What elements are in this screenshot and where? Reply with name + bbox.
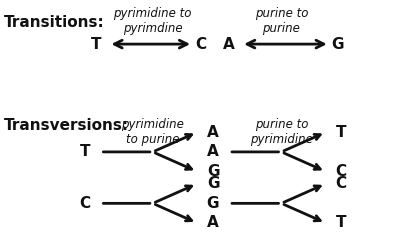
Text: G: G — [330, 37, 343, 52]
Text: T: T — [335, 215, 345, 231]
Text: A: A — [207, 215, 218, 231]
Text: pyrimidine to
pyrimdine: pyrimidine to pyrimdine — [113, 7, 192, 35]
Text: T: T — [80, 144, 90, 159]
Text: G: G — [207, 176, 219, 191]
Text: A: A — [207, 125, 218, 140]
Text: A: A — [223, 37, 235, 52]
Text: T: T — [335, 125, 345, 140]
Text: Transversions:: Transversions: — [4, 118, 129, 133]
Text: A: A — [207, 144, 219, 159]
Text: purine to
pyrimidine: purine to pyrimidine — [249, 118, 312, 146]
Text: G: G — [206, 196, 219, 211]
Text: C: C — [335, 164, 346, 179]
Text: Transitions:: Transitions: — [4, 15, 105, 30]
Text: purine to
purine: purine to purine — [254, 7, 308, 35]
Text: C: C — [195, 37, 206, 52]
Text: T: T — [91, 37, 101, 52]
Text: pyrimidine
to purine: pyrimidine to purine — [121, 118, 184, 146]
Text: G: G — [207, 164, 219, 179]
Text: C: C — [79, 196, 90, 211]
Text: C: C — [335, 176, 346, 191]
